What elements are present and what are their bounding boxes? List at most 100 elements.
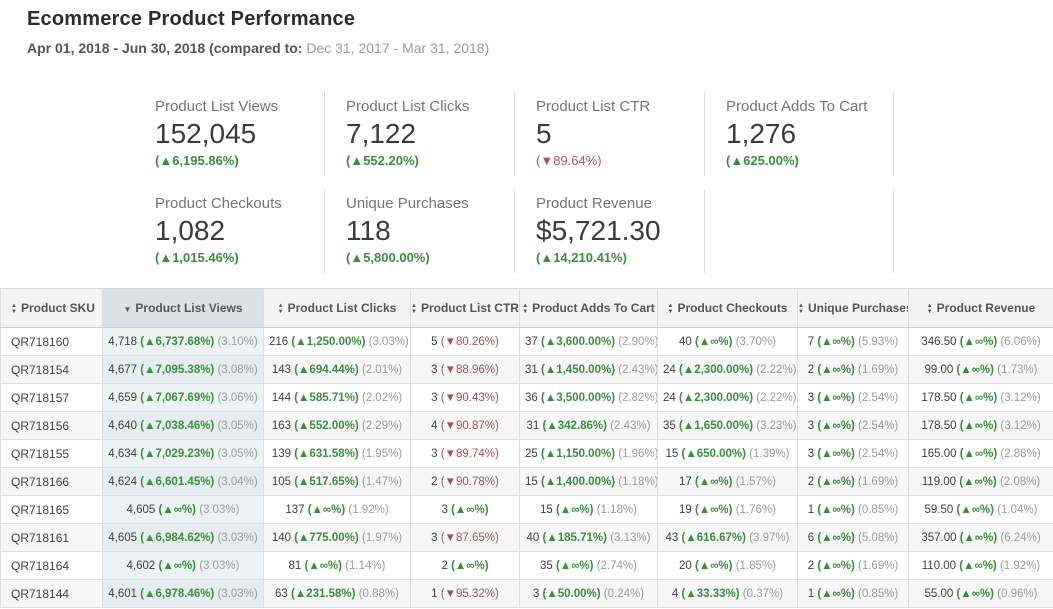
delta-up-value: (▲2,300.00%) xyxy=(679,363,754,376)
column-header-product-checkouts[interactable]: Product Checkouts xyxy=(657,288,798,328)
product-list-views-cell: 4,640 (▲7,038.46%) (3.05%) xyxy=(102,411,264,440)
delta-up-value: (▲1,650.00%) xyxy=(679,419,754,432)
delta-up-value: (▲∞%) xyxy=(817,559,855,572)
page-title: Ecommerce Product Performance xyxy=(27,8,356,30)
column-header-product-list-ctr[interactable]: Product List CTR xyxy=(410,288,520,328)
kpi-value: 7,122 xyxy=(346,118,417,149)
product-adds-to-cart-cell: 3 (▲50.00%) (0.24%) xyxy=(519,579,658,608)
share-percentage: (3.97%) xyxy=(749,531,790,544)
product-revenue-cell: 178.50 (▲∞%) (3.12%) xyxy=(908,383,1053,412)
delta-up-value: (▲∞%) xyxy=(956,503,994,516)
product-revenue-cell: 99.00 (▲∞%) (1.73%) xyxy=(908,355,1053,384)
column-label: Product List CTR xyxy=(420,301,519,315)
delta-up-value: (▲1,400.00%) xyxy=(541,475,616,488)
delta-down-value: (▼90.43%) xyxy=(440,391,499,404)
cell-value: 4,718 xyxy=(108,335,138,348)
table-body: QR718160 4,718 (▲6,737.68%) (3.10%) 216 (▲… xyxy=(0,327,1053,608)
product-list-ctr-cell: 3 (▼87.65%) xyxy=(410,523,520,552)
cell-value: 105 xyxy=(271,475,292,488)
cell-value: 81 xyxy=(288,559,302,572)
unique-purchases-cell: 3 (▲∞%) (2.54%) xyxy=(797,439,909,468)
cell-value: 19 xyxy=(679,503,692,516)
unique-purchases-cell: 3 (▲∞%) (2.54%) xyxy=(797,383,909,412)
cell-value: 24 xyxy=(663,391,676,404)
column-header-product-revenue[interactable]: Product Revenue xyxy=(908,288,1053,328)
column-header-product-sku[interactable]: Product SKU xyxy=(0,288,103,328)
share-percentage: (1.04%) xyxy=(997,503,1038,516)
product-revenue-cell: 110.00 (▲∞%) (1.92%) xyxy=(908,551,1053,580)
column-header-product-list-clicks[interactable]: Product List Clicks xyxy=(263,288,411,328)
delta-up-value: (▲∞%) xyxy=(817,391,855,404)
product-revenue-cell: 59.50 (▲∞%) (1.04%) xyxy=(908,495,1053,524)
share-percentage: (3.70%) xyxy=(735,335,776,348)
column-label: Product List Views xyxy=(135,300,243,315)
share-percentage: (2.01%) xyxy=(361,363,403,376)
cell-value: 178.50 xyxy=(921,419,957,432)
share-percentage: (3.23%) xyxy=(756,419,797,432)
product-revenue-cell: 178.50 (▲∞%) (3.12%) xyxy=(908,411,1053,440)
cell-value: 3 xyxy=(431,363,438,376)
share-percentage: (1.18%) xyxy=(618,475,658,488)
column-header-product-adds-to-cart[interactable]: Product Adds To Cart xyxy=(519,288,658,328)
cell-value: 1 xyxy=(807,503,815,516)
delta-up-value: (▲7,095.38%) xyxy=(140,363,215,376)
sort-desc-icon xyxy=(123,301,131,315)
share-percentage: (1.57%) xyxy=(735,475,776,488)
delta-up-value: (▲231.58%) xyxy=(291,587,356,600)
product-list-ctr-cell: 4 (▼90.87%) xyxy=(410,411,520,440)
cell-value: 3 xyxy=(807,419,815,432)
cell-value: 3 xyxy=(807,447,815,460)
kpi-empty-cell xyxy=(704,189,894,273)
product-list-views-cell: 4,718 (▲6,737.68%) (3.10%) xyxy=(102,327,264,356)
kpi-label: Product List Views xyxy=(155,98,279,115)
share-percentage: (1.47%) xyxy=(361,475,403,488)
kpi-value: 1,276 xyxy=(726,118,797,149)
kpi-label: Product Revenue xyxy=(536,195,652,212)
share-percentage: (0.85%) xyxy=(858,503,899,516)
cell-value: 35 xyxy=(663,419,676,432)
product-checkouts-cell: 35 (▲1,650.00%) (3.23%) xyxy=(657,411,798,440)
share-percentage: (3.10%) xyxy=(217,335,258,348)
cell-value: 6 xyxy=(807,531,815,544)
delta-up-value: (▲∞%) xyxy=(695,335,733,348)
share-percentage: (0.37%) xyxy=(742,587,784,600)
product-list-ctr-cell: 3 (▲∞%) xyxy=(410,495,520,524)
share-percentage: (0.24%) xyxy=(603,587,645,600)
cell-value: 3 xyxy=(431,447,438,460)
delta-down-value: (▼89.74%) xyxy=(440,447,499,460)
share-percentage: (2.82%) xyxy=(618,391,658,404)
cell-value: 99.00 xyxy=(924,363,954,376)
cell-value: 139 xyxy=(271,447,292,460)
product-list-ctr-cell: 3 (▼90.43%) xyxy=(410,383,520,412)
delta-up-value: (▲2,300.00%) xyxy=(679,391,754,404)
kpi-card-unique-purchases: Unique Purchases 118 (▲5,800.00%) xyxy=(324,189,514,273)
product-list-ctr-cell: 3 (▼89.74%) xyxy=(410,439,520,468)
compared-to-label: (compared to: xyxy=(209,40,307,56)
delta-down-value: (▼90.87%) xyxy=(440,419,499,432)
cell-value: 4,605 xyxy=(126,503,156,516)
sort-icon xyxy=(799,303,804,315)
delta-up-value: (▲6,984.62%) xyxy=(140,531,215,544)
share-percentage: (2.02%) xyxy=(361,391,403,404)
product-performance-table: Product SKU Product List Views Product L… xyxy=(0,288,1053,608)
cell-value: 15 xyxy=(540,503,553,516)
product-revenue-cell: 165.00 (▲∞%) (2.88%) xyxy=(908,439,1053,468)
kpi-delta: (▲6,195.86%) xyxy=(155,153,239,168)
cell-value: 37 xyxy=(525,335,538,348)
share-percentage: (1.96%) xyxy=(618,447,658,460)
product-sku-cell: QR718161 xyxy=(0,523,103,552)
cell-value: 59.50 xyxy=(924,503,954,516)
cell-value: 2 xyxy=(807,363,815,376)
column-header-product-list-views[interactable]: Product List Views xyxy=(102,288,264,328)
cell-value: 5 xyxy=(431,335,438,348)
table-header-row: Product SKU Product List Views Product L… xyxy=(0,288,1053,328)
column-header-unique-purchases[interactable]: Unique Purchases xyxy=(797,288,909,328)
share-percentage: (1.73%) xyxy=(997,363,1038,376)
sort-icon xyxy=(668,303,674,315)
delta-down-value: (▼87.65%) xyxy=(440,531,499,544)
cell-value: 110.00 xyxy=(921,559,957,572)
delta-up-value: (▲∞%) xyxy=(817,503,855,516)
product-list-views-cell: 4,624 (▲6,601.45%) (3.04%) xyxy=(102,467,264,496)
cell-value: 35 xyxy=(540,559,553,572)
delta-up-value: (▲∞%) xyxy=(959,559,997,572)
